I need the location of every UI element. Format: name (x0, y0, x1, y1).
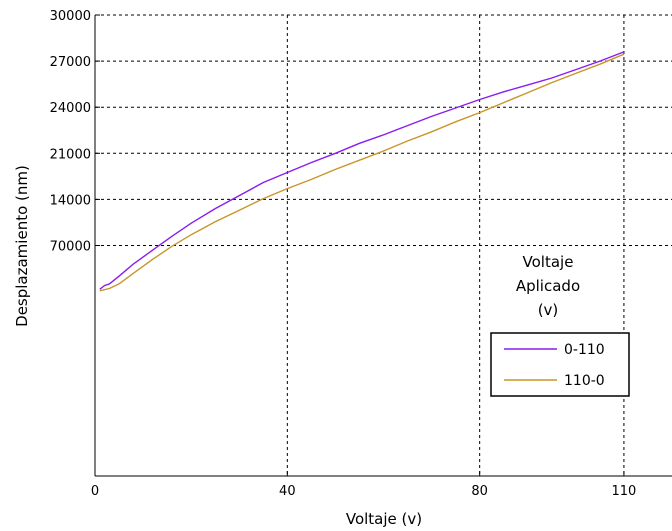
x-tick-label: 80 (471, 484, 488, 499)
legend-title-line: (v) (538, 301, 559, 319)
tick-labels: 0 40 80 110 30000 27000 24000 21000 14000 70000 (50, 9, 637, 499)
y-tick-label: 27000 (50, 55, 91, 70)
y-axis-label: Desplazamiento (nm) (13, 165, 31, 327)
series-line-110-0 (99, 53, 625, 292)
legend-title-line: Voltaje (523, 253, 574, 271)
y-tick-label: 30000 (50, 9, 91, 24)
axes (94, 14, 672, 477)
legend-box (490, 332, 630, 397)
y-tick-label: 14000 (50, 193, 91, 208)
y-tick-label: 70000 (50, 240, 91, 255)
x-tick-label: 0 (91, 484, 99, 499)
x-tick-label: 40 (279, 484, 296, 499)
y-tick-label: 21000 (50, 147, 91, 162)
series-line-0-110 (99, 51, 625, 290)
legend-title-line: Aplicado (516, 277, 580, 295)
legend-label-110-0: 110-0 (564, 373, 605, 389)
legend: 0-110 110-0 (490, 332, 630, 397)
legend-label-0-110: 0-110 (564, 342, 605, 358)
y-tick-label: 24000 (50, 101, 91, 116)
series-group (99, 51, 625, 292)
x-axis-label: Voltaje (v) (346, 510, 422, 528)
grid (95, 14, 672, 476)
x-tick-label: 110 (612, 484, 637, 499)
legend-title: Voltaje Aplicado (v) (516, 253, 580, 319)
